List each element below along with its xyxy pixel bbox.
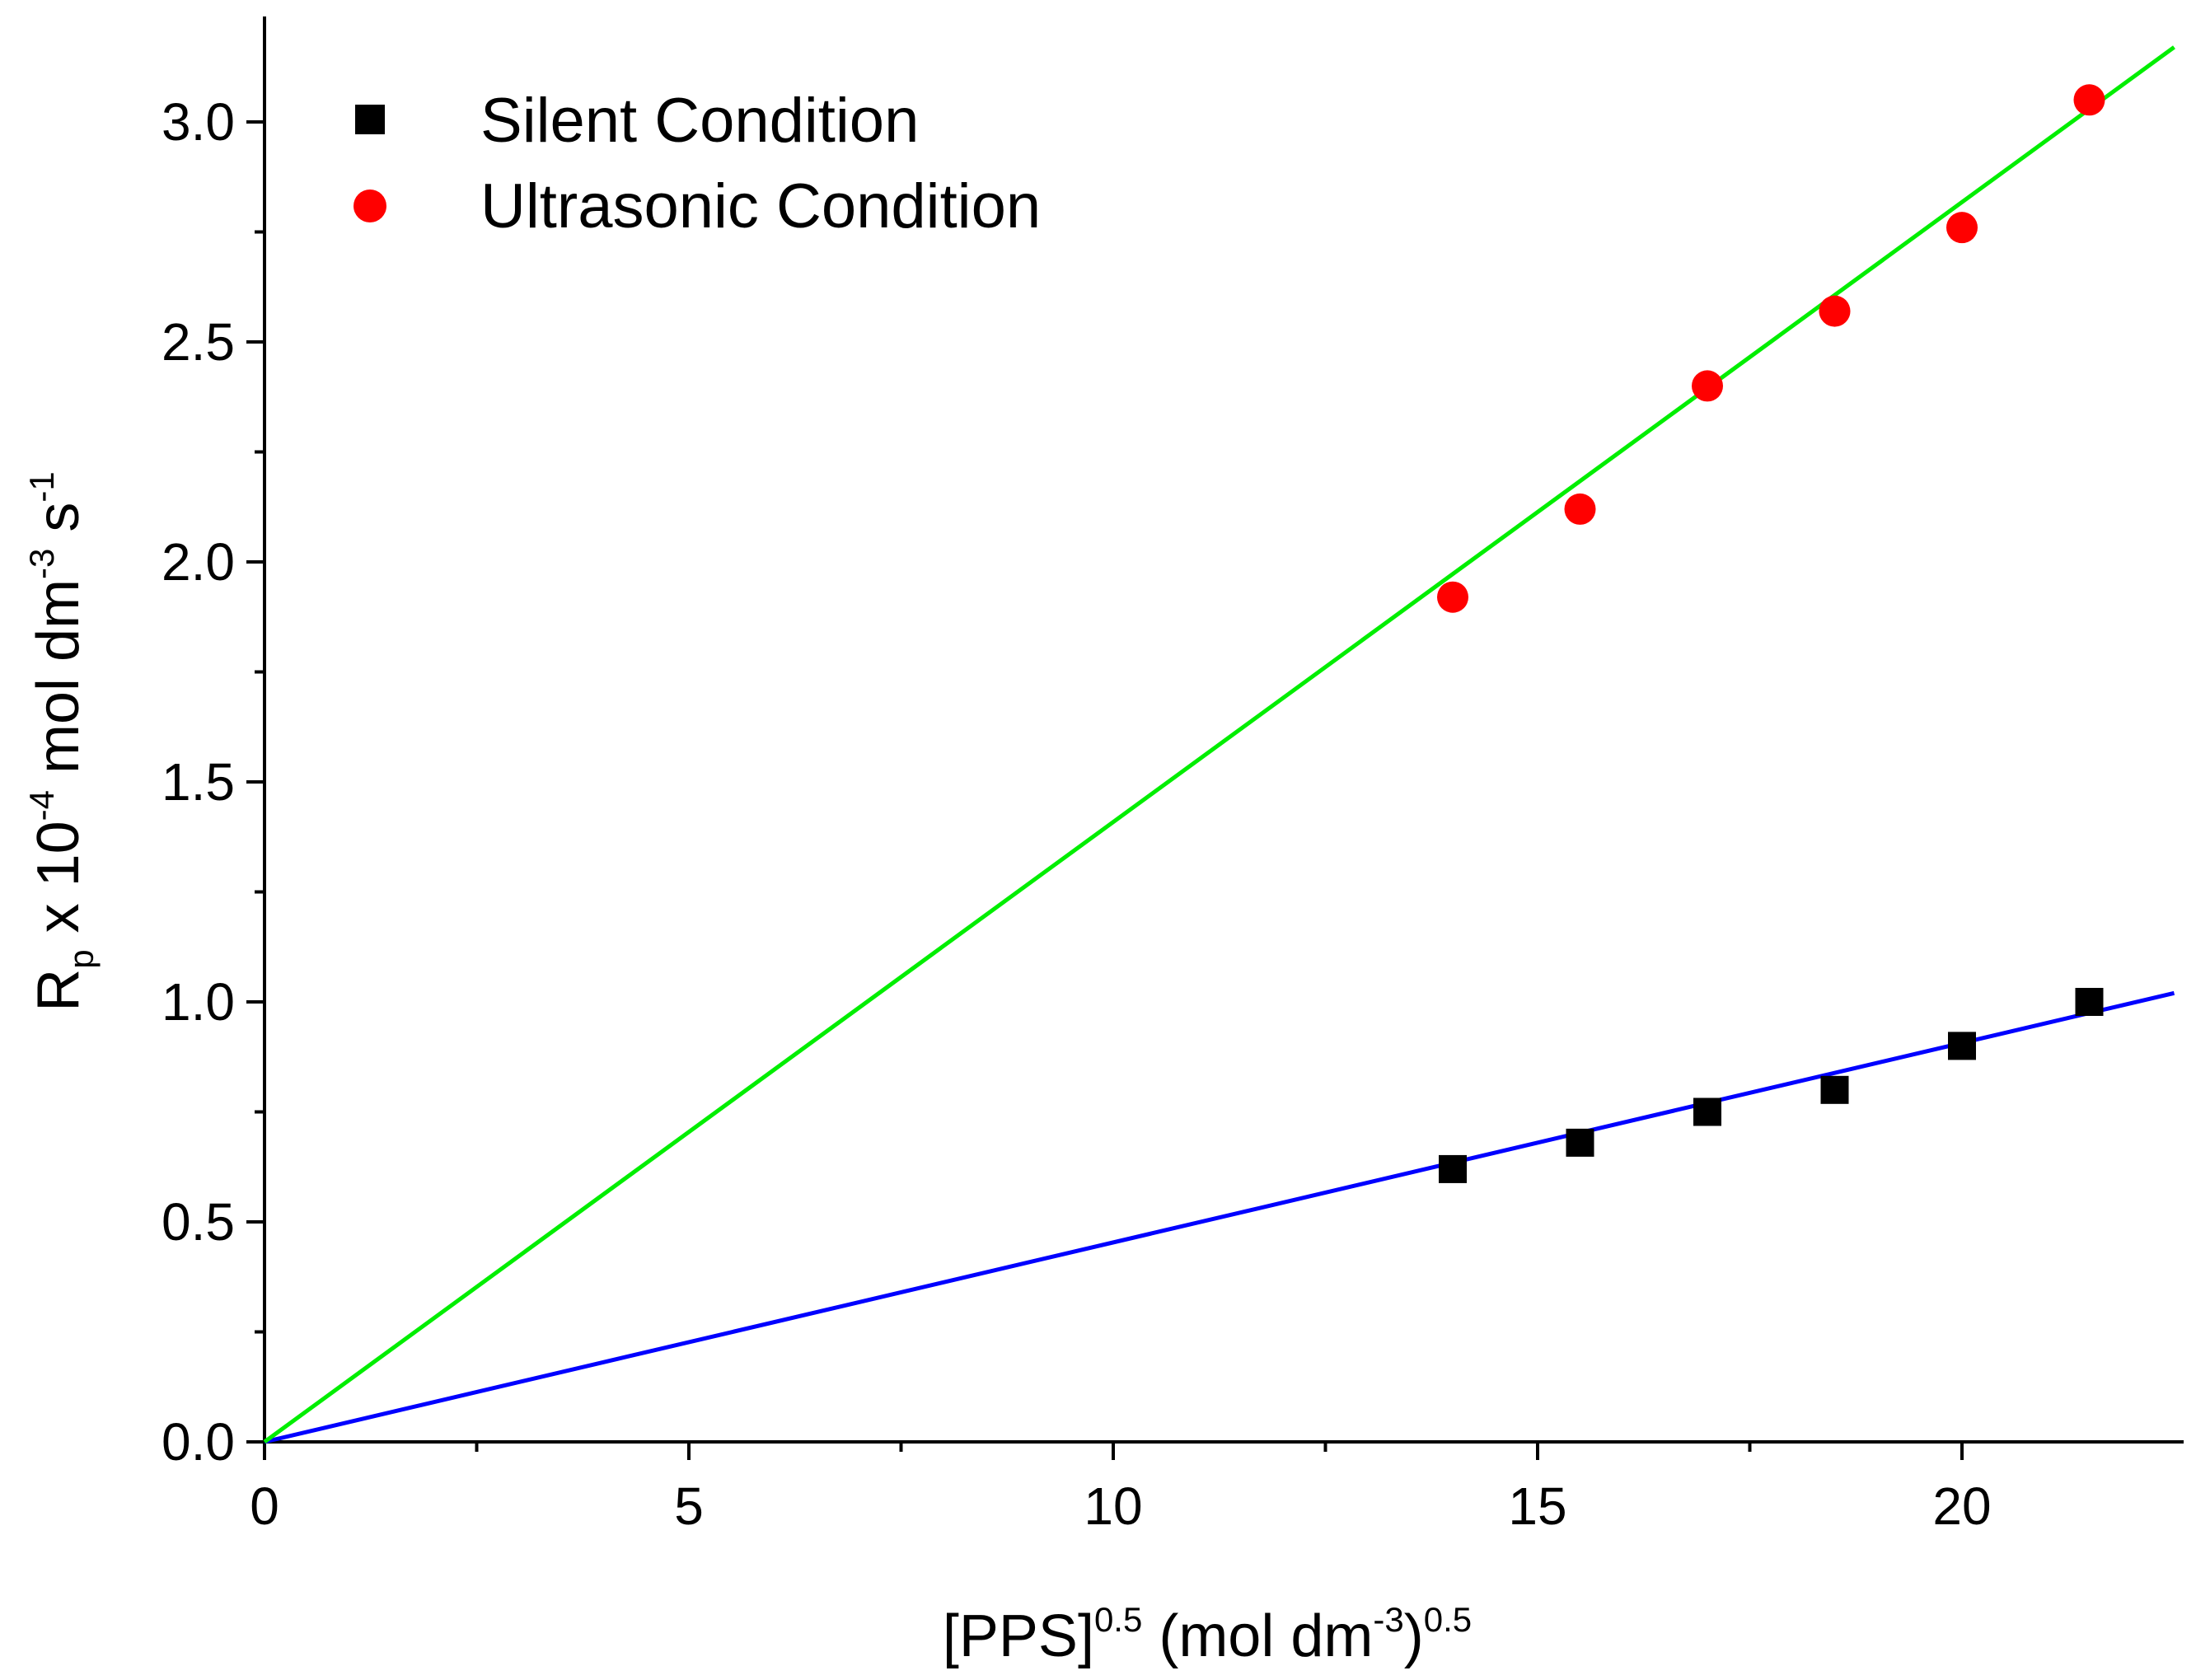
legend-label-silent: Silent Condition — [480, 86, 919, 156]
y-tick-label: 0.0 — [162, 1412, 235, 1472]
x-tick-label: 5 — [674, 1476, 704, 1536]
y-title-sup2: -3 — [22, 549, 61, 579]
legend-marker-silent — [355, 105, 385, 134]
y-tick-label: 0.5 — [162, 1192, 235, 1252]
x-tick-label: 10 — [1084, 1476, 1142, 1536]
point-ultrasonic — [1946, 212, 1978, 244]
y-tick-label: 3.0 — [162, 92, 235, 152]
legend: Silent Condition Ultrasonic Condition — [354, 86, 1041, 241]
y-title-mid3: s — [26, 503, 91, 549]
y-title-base: R — [26, 969, 91, 1012]
y-ticks: 0.0 0.5 1.0 1.5 2.0 2.5 3.0 — [162, 92, 265, 1472]
x-axis-title: [PPS]0.5 (mol dm-3)0.5 — [943, 1600, 1472, 1669]
fit-line-ultrasonic — [263, 45, 2175, 1444]
y-title-sub: p — [62, 949, 101, 968]
point-ultrasonic — [1437, 581, 1468, 613]
y-tick-label: 1.5 — [162, 752, 235, 812]
point-silent — [1566, 1128, 1594, 1157]
fit-line-silent — [264, 990, 2175, 1444]
y-title-sup1: -4 — [22, 790, 61, 821]
legend-label-ultrasonic: Ultrasonic Condition — [480, 171, 1041, 241]
point-ultrasonic — [2073, 84, 2105, 116]
y-tick-label: 1.0 — [162, 972, 235, 1032]
x-title-sup2: -3 — [1373, 1600, 1403, 1639]
x-tick-label: 15 — [1508, 1476, 1566, 1536]
y-axis-title: Rp x 10-4 mol dm-3 s-1 — [22, 471, 101, 1012]
data-points — [1437, 84, 2105, 1183]
x-title-base: [PPS] — [943, 1603, 1094, 1669]
point-silent — [1693, 1097, 1721, 1126]
x-title-close: ) — [1404, 1603, 1424, 1669]
point-silent — [1439, 1154, 1467, 1183]
x-title-mid: (mol dm — [1142, 1603, 1373, 1669]
y-title-mid1: x 10 — [26, 821, 91, 949]
legend-marker-ultrasonic — [354, 190, 386, 222]
point-silent — [2075, 988, 2104, 1016]
fit-lines — [263, 45, 2175, 1444]
x-title-sup1: 0.5 — [1094, 1600, 1142, 1639]
point-ultrasonic — [1564, 493, 1596, 525]
y-tick-label: 2.5 — [162, 312, 235, 372]
y-tick-label: 2.0 — [162, 532, 235, 592]
point-ultrasonic — [1692, 370, 1723, 402]
y-title-sup3: -1 — [22, 471, 61, 502]
x-tick-label: 0 — [250, 1476, 279, 1536]
point-silent — [1948, 1032, 1976, 1060]
point-silent — [1820, 1075, 1849, 1104]
y-title-mid2: mol dm — [26, 579, 91, 790]
x-title-sup3: 0.5 — [1424, 1600, 1472, 1639]
x-ticks: 0 5 10 15 20 — [250, 1442, 1992, 1536]
x-tick-label: 20 — [1932, 1476, 1991, 1536]
point-ultrasonic — [1819, 295, 1851, 327]
